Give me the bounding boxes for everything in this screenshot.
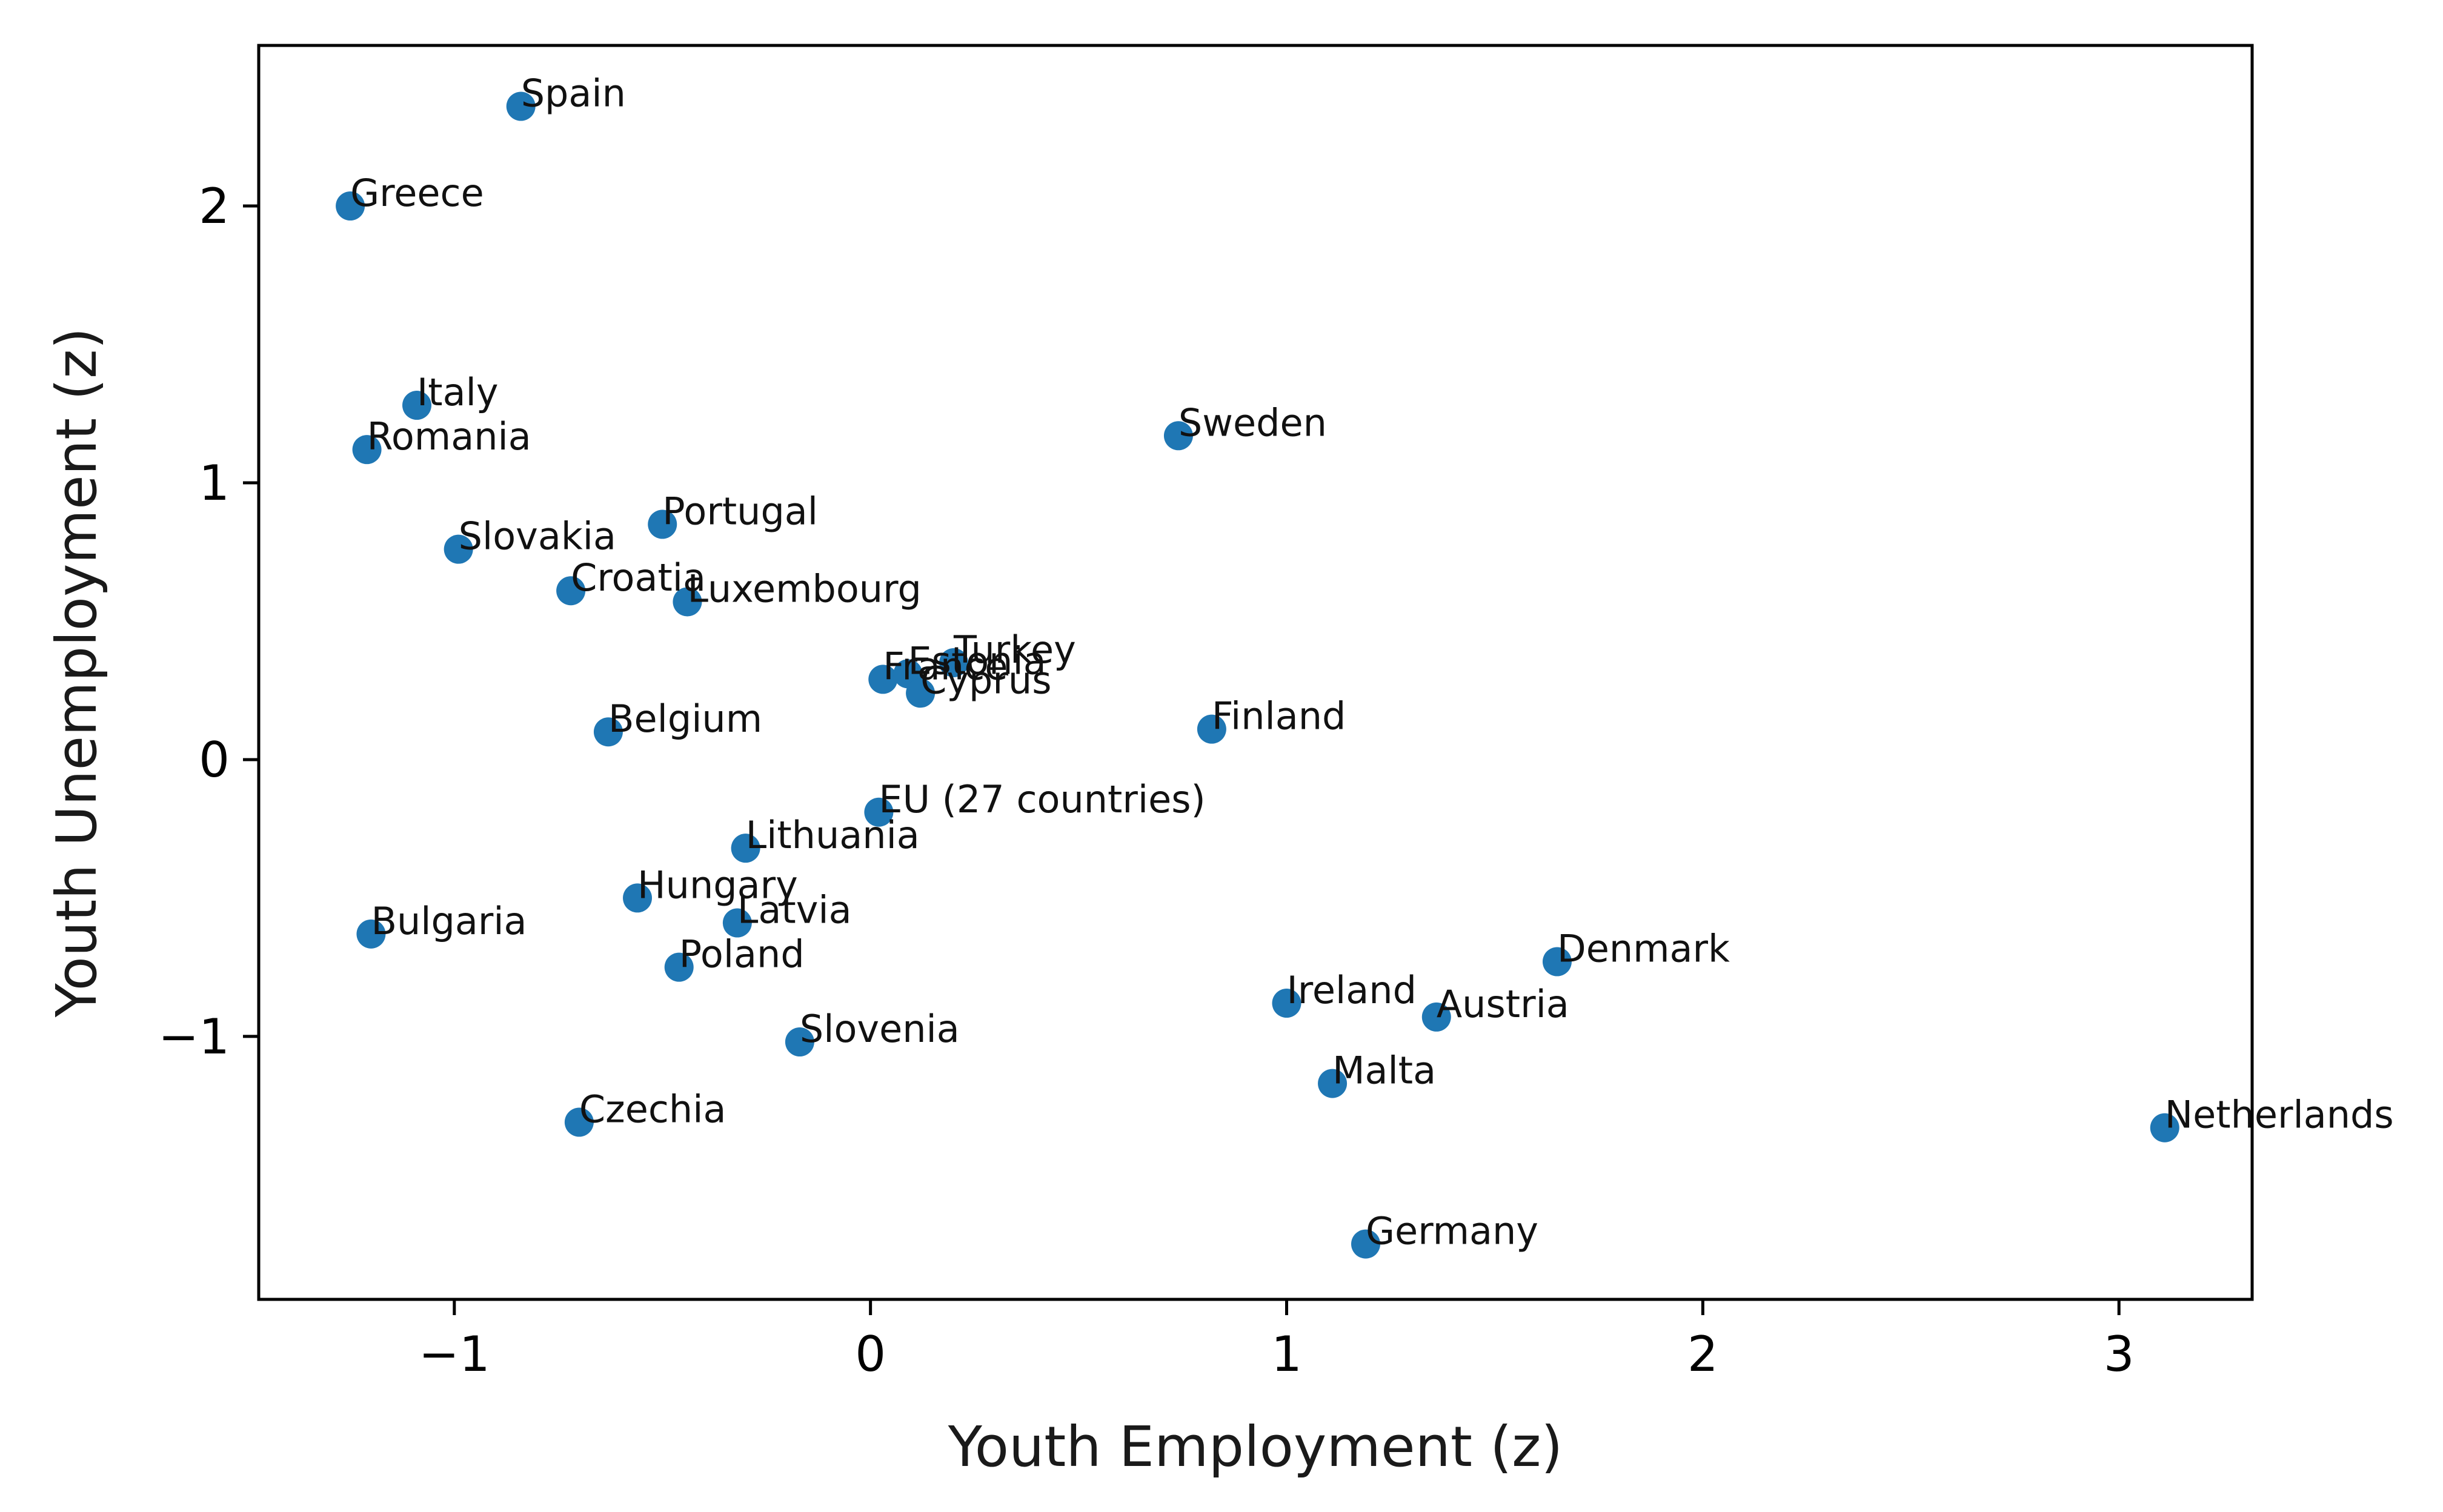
point-label: Czechia <box>579 1087 726 1132</box>
point-label: Hungary <box>637 863 798 907</box>
ticks-layer: −1 0 1 2 3 −1 0 1 2 <box>158 178 2135 1382</box>
y-axis-label: Youth Unemployment (z) <box>44 328 109 1018</box>
scatter-point <box>593 717 623 747</box>
point-label: Germany <box>1366 1209 1538 1253</box>
point-label: Finland <box>1212 694 1346 738</box>
point-label: Lithuania <box>746 813 920 857</box>
scatter-point <box>939 648 969 678</box>
point-label: Cyprus <box>920 658 1051 702</box>
point-label: Belgium <box>608 697 762 741</box>
points-layer <box>336 91 2179 1259</box>
point-label: Malta <box>1332 1049 1436 1093</box>
point-label: Ireland <box>1287 968 1417 1012</box>
point-label: Portugal <box>662 489 818 534</box>
y-tick-label: 1 <box>199 455 230 511</box>
y-tick-label: −1 <box>158 1009 230 1065</box>
point-label: Poland <box>679 932 805 976</box>
scatter-point <box>722 908 752 938</box>
scatter-point <box>2150 1113 2179 1142</box>
point-label: Romania <box>367 414 531 459</box>
scatter-point <box>564 1107 594 1137</box>
point-label: Spain <box>521 71 626 116</box>
point-label: Latvia <box>737 888 852 932</box>
point-label: EU (27 countries) <box>879 777 1205 821</box>
point-label: Greece <box>350 171 484 215</box>
point-label: Netherlands <box>2165 1093 2394 1137</box>
scatter-point <box>402 391 432 420</box>
scatter-point <box>1197 714 1226 744</box>
y-tick-label: 0 <box>199 732 230 788</box>
plot-frame <box>257 44 2254 1301</box>
point-label: Estonia <box>908 638 1046 683</box>
scatter-point <box>648 509 677 539</box>
scatter-point <box>731 834 760 863</box>
point-label: Croatia <box>571 555 706 600</box>
point-label: Turkey <box>953 628 1076 672</box>
point-label: Denmark <box>1557 927 1730 971</box>
scatter-point <box>1351 1229 1381 1259</box>
scatter-point <box>352 435 382 465</box>
scatter-point <box>1163 421 1193 451</box>
x-tick-label: 1 <box>1271 1326 1302 1382</box>
scatter-point <box>785 1027 814 1057</box>
scatter-point <box>673 587 702 617</box>
scatter-point <box>1318 1069 1348 1098</box>
scatter-point <box>1272 989 1301 1018</box>
scatter-point <box>506 91 536 121</box>
point-label: France <box>883 644 1008 688</box>
scatter-point <box>868 665 898 694</box>
scatter-point <box>664 952 694 982</box>
scatter-point <box>864 797 894 827</box>
point-label: Sweden <box>1178 400 1327 445</box>
point-label: Slovenia <box>800 1007 960 1051</box>
scatter-point <box>556 576 586 606</box>
point-label: Bulgaria <box>371 899 527 943</box>
scatter-point <box>356 919 386 949</box>
scatter-point <box>906 678 936 708</box>
scatter-point <box>623 883 653 913</box>
scatter-point <box>444 534 473 564</box>
scatter-point <box>1542 947 1572 976</box>
scatter-point <box>336 191 365 221</box>
point-label: Luxembourg <box>687 566 921 611</box>
x-axis-label: Youth Employment (z) <box>948 1414 1563 1479</box>
scatter-point <box>1421 1002 1451 1032</box>
x-tick-label: 3 <box>2104 1326 2135 1382</box>
x-tick-label: −1 <box>419 1326 490 1382</box>
point-label: Slovakia <box>459 514 616 559</box>
point-label: Italy <box>417 370 499 414</box>
x-tick-label: 0 <box>855 1326 886 1382</box>
x-tick-label: 2 <box>1687 1326 1718 1382</box>
point-label: Austria <box>1437 982 1569 1026</box>
y-tick-label: 2 <box>199 178 230 234</box>
